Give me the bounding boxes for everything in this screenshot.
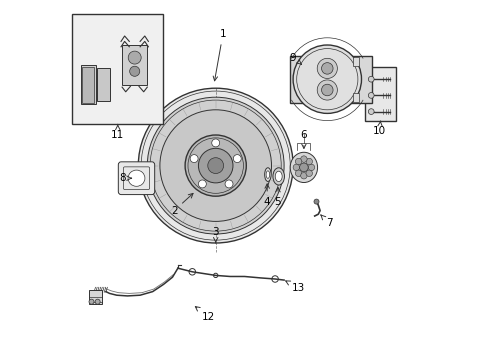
Ellipse shape (275, 171, 282, 181)
Circle shape (307, 164, 314, 171)
FancyBboxPatch shape (118, 162, 154, 194)
Ellipse shape (265, 171, 269, 178)
Circle shape (160, 110, 271, 221)
Circle shape (299, 163, 307, 172)
Circle shape (300, 172, 306, 179)
Ellipse shape (272, 168, 284, 185)
Circle shape (207, 158, 223, 174)
Ellipse shape (264, 168, 270, 181)
Circle shape (224, 180, 232, 188)
Circle shape (317, 80, 337, 100)
Text: 3: 3 (212, 227, 219, 243)
Bar (352, 57, 358, 66)
Text: 12: 12 (195, 307, 215, 322)
Bar (72, 14, 163, 124)
Text: 9: 9 (289, 53, 301, 64)
Circle shape (295, 158, 301, 165)
Circle shape (300, 156, 306, 162)
FancyBboxPatch shape (289, 56, 371, 103)
Circle shape (292, 164, 299, 171)
Circle shape (198, 180, 206, 188)
Circle shape (292, 45, 361, 113)
Circle shape (211, 139, 219, 147)
FancyBboxPatch shape (122, 45, 147, 85)
Circle shape (138, 88, 292, 243)
FancyBboxPatch shape (82, 67, 94, 103)
Text: 13: 13 (285, 281, 305, 293)
Circle shape (295, 170, 301, 176)
Circle shape (129, 66, 140, 76)
Text: 10: 10 (372, 121, 385, 136)
Circle shape (317, 58, 337, 78)
Circle shape (185, 135, 246, 196)
Circle shape (367, 93, 373, 98)
Circle shape (305, 158, 312, 165)
Ellipse shape (128, 170, 144, 186)
Text: 5: 5 (274, 188, 281, 207)
Circle shape (147, 97, 284, 234)
Text: 11: 11 (111, 125, 124, 140)
Text: 6: 6 (300, 130, 306, 148)
Circle shape (367, 76, 373, 82)
Bar (89, 290, 102, 304)
Circle shape (313, 199, 318, 204)
Text: 2: 2 (171, 193, 193, 216)
Circle shape (190, 155, 198, 163)
Ellipse shape (289, 152, 317, 183)
Circle shape (367, 109, 373, 114)
Bar (365, 67, 395, 121)
Text: 1: 1 (213, 29, 226, 81)
Text: 7: 7 (320, 215, 332, 228)
FancyBboxPatch shape (97, 68, 110, 101)
Circle shape (305, 170, 312, 176)
Circle shape (89, 299, 94, 304)
Circle shape (198, 148, 232, 183)
Text: 8: 8 (119, 173, 131, 183)
Text: 4: 4 (264, 184, 270, 207)
Bar (352, 93, 358, 102)
Circle shape (233, 155, 241, 163)
Circle shape (321, 63, 332, 74)
Circle shape (95, 299, 100, 304)
Circle shape (321, 84, 332, 96)
Circle shape (128, 51, 141, 64)
FancyBboxPatch shape (81, 65, 96, 104)
